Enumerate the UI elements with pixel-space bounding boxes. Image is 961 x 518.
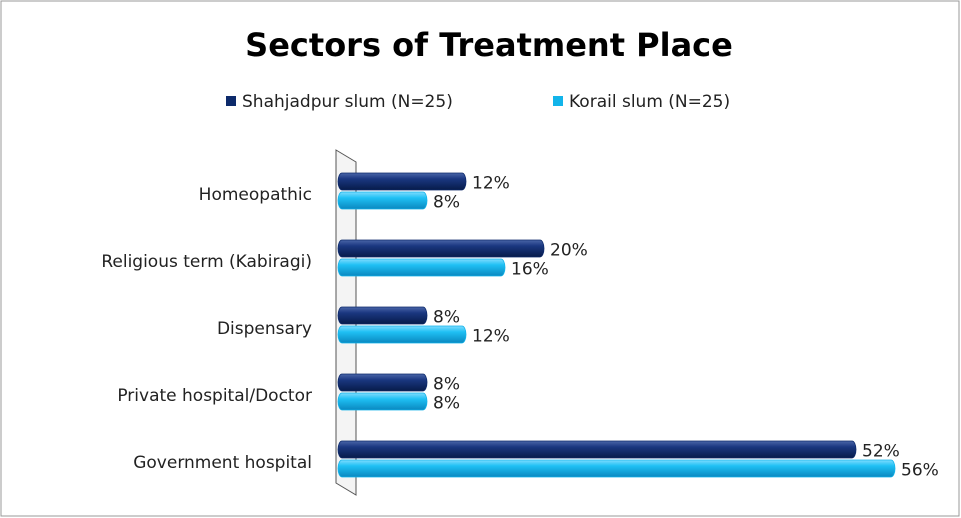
y-tick-label: Government hospital — [133, 453, 312, 473]
data-label: 16% — [511, 260, 549, 280]
bar — [337, 325, 467, 344]
data-label: 12% — [472, 174, 510, 194]
y-tick-label: Homeopathic — [199, 185, 312, 205]
data-label: 8% — [433, 308, 460, 328]
data-label: 52% — [862, 442, 900, 462]
legend-swatch — [226, 96, 236, 106]
data-label: 12% — [472, 327, 510, 347]
data-label: 20% — [550, 241, 588, 261]
chart-title: Sectors of Treatment Place — [245, 26, 733, 64]
data-label: 8% — [433, 193, 460, 213]
data-label: 8% — [433, 394, 460, 414]
bar — [337, 191, 428, 210]
data-label: 56% — [901, 461, 939, 481]
y-tick-label: Private hospital/Doctor — [117, 386, 312, 406]
legend-label: Shahjadpur slum (N=25) — [242, 92, 453, 112]
bar — [337, 258, 506, 277]
bar — [337, 239, 545, 258]
legend-label: Korail slum (N=25) — [569, 92, 730, 112]
bar — [337, 440, 857, 459]
data-label: 8% — [433, 375, 460, 395]
bar — [337, 373, 428, 392]
bar — [337, 172, 467, 191]
legend-swatch — [553, 96, 563, 106]
bar — [337, 306, 428, 325]
y-tick-label: Religious term (Kabiragi) — [101, 252, 312, 272]
y-tick-label: Dispensary — [217, 319, 312, 339]
bar — [337, 392, 428, 411]
bar — [337, 459, 896, 478]
